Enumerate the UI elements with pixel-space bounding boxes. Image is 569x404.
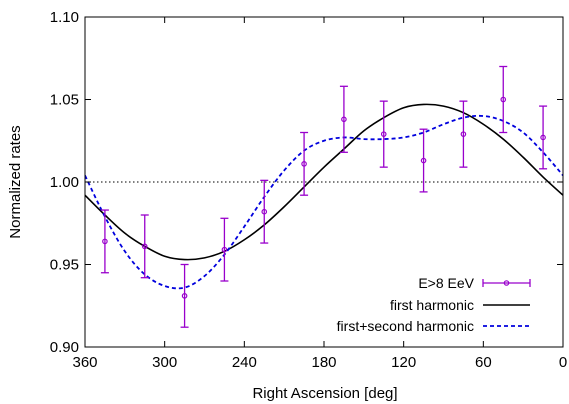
y-tick-label: 0.90	[50, 339, 79, 356]
legend-symbols	[482, 279, 531, 327]
data-marker	[420, 157, 427, 164]
ticks-layer: 360 300 240 180 120 60 0 0.90 0.95 1.00 1.05 1.10	[50, 9, 567, 371]
data-marker	[380, 131, 387, 137]
x-axis-label: Right Ascension [deg]	[252, 385, 397, 402]
legend: E>8 EeV first harmonic first+second harm…	[337, 275, 531, 334]
x-tick-label: 240	[232, 354, 257, 371]
curves-layer	[85, 103, 563, 290]
data-marker	[181, 293, 188, 299]
data-point	[499, 65, 508, 134]
data-point	[260, 179, 269, 244]
data-marker	[141, 243, 148, 250]
legend-symbol-data-marker	[503, 280, 510, 286]
x-tick-label: 60	[475, 354, 492, 371]
y-tick-label: 1.10	[50, 9, 79, 26]
y-axis-label: Normalized rates	[7, 125, 24, 238]
first-harmonic-curve	[85, 103, 563, 261]
data-marker	[341, 116, 347, 123]
data-point	[220, 217, 229, 282]
data-point	[100, 209, 109, 274]
data-point	[459, 100, 468, 168]
data-point	[419, 128, 428, 193]
x-tick-label: 120	[391, 354, 416, 371]
data-marker	[221, 246, 228, 253]
data-marker	[301, 161, 307, 167]
x-tick-label: 180	[311, 354, 336, 371]
first-second-harmonic-curve	[85, 114, 563, 290]
data-marker	[261, 208, 268, 215]
data-point	[140, 214, 149, 279]
data-marker	[540, 134, 546, 141]
data-point	[539, 105, 548, 170]
y-tick-label: 1.05	[50, 92, 79, 109]
x-tick-label: 0	[559, 354, 567, 371]
x-tick-label: 300	[152, 354, 177, 371]
data-point	[180, 263, 189, 328]
x-tick-label: 360	[72, 354, 97, 371]
data-marker	[102, 238, 108, 245]
legend-label-first-harmonic: first harmonic	[390, 297, 474, 313]
data-point	[339, 85, 348, 153]
legend-label-data: E>8 EeV	[418, 275, 474, 291]
data-marker	[500, 96, 507, 103]
legend-label-first-second-harmonic: first+second harmonic	[337, 318, 474, 334]
y-tick-label: 0.95	[50, 257, 79, 274]
data-marker	[460, 131, 467, 137]
data-point	[379, 100, 388, 168]
data-point	[300, 131, 309, 196]
y-tick-label: 1.00	[50, 174, 79, 191]
data-points-layer	[100, 65, 548, 328]
